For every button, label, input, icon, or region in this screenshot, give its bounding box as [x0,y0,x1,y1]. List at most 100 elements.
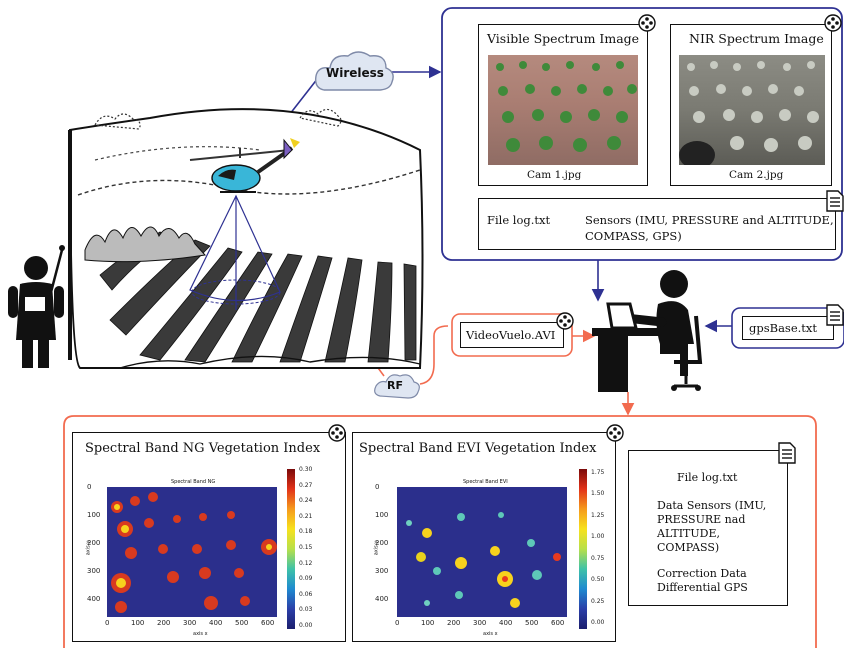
evi-xtick: 300 [473,619,487,627]
ng-colorbar-tick: 0.27 [299,481,313,489]
rf-label: RF [387,379,403,392]
gps-file-frame [731,307,844,349]
data-log-title: File log.txt [677,471,738,484]
evi-xtick: 600 [551,619,565,627]
data-log-line4: COMPASS) [657,541,720,554]
ng-colorbar-tick: 0.06 [299,590,313,598]
ng-xtick: 200 [157,619,171,627]
evi-colorbar-tick: 1.75 [591,469,605,476]
ng-colorbar-tick: 0.21 [299,512,313,520]
evi-plot-title: Spectral Band EVI [463,479,508,485]
pilot-icon [8,245,65,368]
ng-xtick: 400 [209,619,223,627]
nir-image-title: NIR Spectrum Image [689,31,824,46]
evi-colorbar-tick: 1.50 [591,490,605,498]
crop-rows [99,231,417,363]
evi-xtick: 100 [421,619,435,627]
evi-colorbar-tick: 0.75 [591,554,605,562]
ng-ytick: 100 [87,511,101,519]
ng-hotspots [111,492,277,613]
evi-colorbar-tick: 0.50 [591,576,605,584]
evi-colorbar-tick: 1.00 [591,533,605,541]
data-log-box: File log.txt Data Sensors (IMU, PRESSURE… [628,450,788,606]
ng-colorbar-tick: 0.30 [299,466,313,473]
ng-colorbar-tick: 0.24 [299,497,313,505]
video-reel-icon [606,424,624,442]
sensor-log-box: File log.txt Sensors (IMU, PRESSURE and … [478,198,836,250]
ng-xtick: 300 [183,619,197,627]
video-reel-icon [328,424,346,442]
evi-ytick: 100 [375,511,389,519]
ng-xtick: 0 [105,619,110,627]
evi-colorbar [579,469,587,629]
evi-ytick: 0 [375,483,380,491]
data-log-line2: PRESSURE nad [657,513,746,526]
sensor-log-line2: COMPASS, GPS) [585,229,682,243]
ng-xtick: 500 [235,619,249,627]
evi-colorbar-tick: 0.00 [591,619,605,626]
video-file-box: VideoVuelo.AVI [460,322,564,348]
data-log-corr1: Correction Data [657,567,747,580]
data-log-corr2: Differential GPS [657,581,748,594]
evi-colorbar-tick: 0.25 [591,597,605,605]
operator-at-desk-icon [592,270,703,392]
wireless-cloud [314,51,394,91]
data-log-line3: ALTITUDE, [657,527,720,540]
rf-video-link [419,325,449,385]
evi-xlabel: axis x [483,631,498,637]
ng-xtick: 100 [131,619,145,627]
ng-xlabel: axis x [193,631,208,637]
ng-colorbar-tick: 0.09 [299,575,313,583]
evi-xtick: 400 [499,619,513,627]
ng-ytick: 300 [87,567,101,575]
nir-image-caption: Cam 2.jpg [729,169,784,181]
document-icon [826,304,844,326]
gps-file-box: gpsBase.txt [742,316,834,340]
ng-colorbar-tick: 0.00 [299,622,313,629]
video-file-frame [451,313,573,357]
nir-photo [679,55,825,165]
video-file-label: VideoVuelo.AVI [466,328,556,342]
ng-xtick: 600 [261,619,275,627]
evi-hotspots [406,512,561,608]
visible-image-card: Visible Spectrum Image Cam 1.jpg [478,24,648,186]
ng-colorbar-tick: 0.15 [299,544,313,551]
ng-ytick: 200 [87,539,101,547]
data-log-line1: Data Sensors (IMU, [657,499,767,512]
video-reel-icon [556,312,574,330]
visible-photo [488,55,638,165]
ng-index-title: Spectral Band NG Vegetation Index [85,441,321,456]
evi-ytick: 300 [375,567,389,575]
ng-colorbar-tick: 0.18 [299,528,313,536]
visible-image-title: Visible Spectrum Image [487,31,640,46]
evi-xtick: 200 [447,619,461,627]
ng-ytick: 0 [87,483,92,491]
video-reel-icon [824,14,842,32]
ng-colorbar [287,469,295,629]
evi-ytick: 400 [375,595,389,603]
evi-index-card: Spectral Band EVI Vegetation Index Spect… [352,432,616,642]
wireless-label: Wireless [326,66,384,80]
evi-ytick: 200 [375,539,389,547]
field-scene [68,108,424,369]
evi-index-title: Spectral Band EVI Vegetation Index [359,441,597,456]
helicopter [189,138,300,193]
ng-ytick: 400 [87,595,101,603]
rf-cloud [374,374,420,399]
document-icon [778,442,796,464]
nir-image-card: NIR Spectrum Image Cam 2.jpg [670,24,832,186]
ng-colorbar-tick: 0.03 [299,606,313,614]
sensor-log-label: File log.txt [487,213,551,227]
evi-colorbar-tick: 1.25 [591,511,605,519]
evi-xtick: 500 [525,619,539,627]
top-panel-frame [441,7,843,261]
ng-heatmap [107,487,277,617]
evi-heatmap [397,487,567,617]
visible-image-caption: Cam 1.jpg [527,169,582,181]
bottom-panel-frame [63,415,817,648]
ng-index-card: Spectral Band NG Vegetation Index Spectr… [72,432,346,642]
ng-colorbar-tick: 0.12 [299,559,313,567]
document-icon [826,190,844,212]
gps-file-label: gpsBase.txt [749,321,818,335]
sensor-log-line1: Sensors (IMU, PRESSURE and ALTITUDE, [585,213,834,227]
